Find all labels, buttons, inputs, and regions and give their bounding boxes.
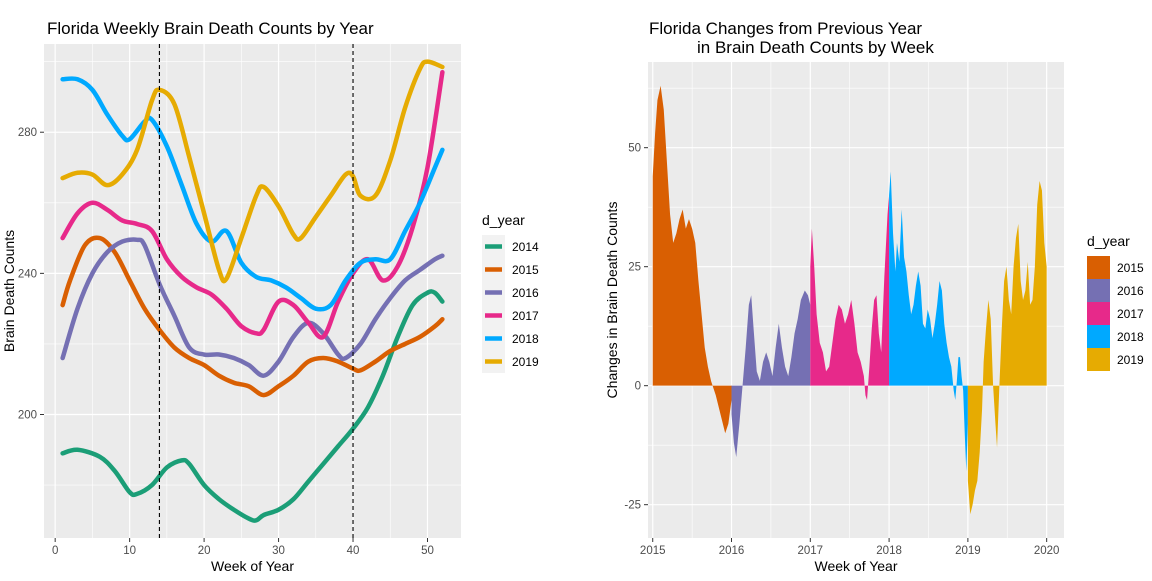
left-y-axis-ticks: 200 240 280 xyxy=(18,127,44,422)
y-tick-label: 280 xyxy=(18,127,37,139)
legend-item-2015: 2015 xyxy=(1087,256,1144,279)
x-tick-label: 10 xyxy=(123,545,136,557)
right-chart-title-line1: Florida Changes from Previous Year xyxy=(649,19,922,38)
y-tick-label: 200 xyxy=(18,410,37,422)
right-y-axis-ticks: -25 0 25 50 xyxy=(624,143,648,512)
x-tick-label: 2019 xyxy=(955,545,981,557)
legend-label-2018: 2018 xyxy=(512,332,539,346)
legend-item-2017: 2017 xyxy=(482,304,539,327)
right-y-axis-label: Changes in Brain Death Counts xyxy=(604,202,620,399)
legend-key-2018 xyxy=(1087,325,1110,348)
left-x-axis-label: Week of Year xyxy=(211,558,294,574)
series-line-2018 xyxy=(60,76,445,312)
series-line-2015 xyxy=(60,235,445,398)
y-tick-label: 25 xyxy=(628,262,641,274)
left-reference-lines xyxy=(158,44,354,538)
y-tick-label: 240 xyxy=(18,268,37,280)
left-y-axis-label: Brain Death Counts xyxy=(1,230,17,352)
y-tick-label: -25 xyxy=(624,500,641,512)
series-area-2016 xyxy=(731,290,811,458)
left-chart-title: Florida Weekly Brain Death Counts by Yea… xyxy=(47,19,374,38)
right-x-axis-ticks: 2015 2016 2017 2018 2019 2020 xyxy=(640,538,1060,557)
legend-key-2016 xyxy=(1087,279,1110,302)
legend-item-2017: 2017 xyxy=(1087,302,1144,325)
y-tick-label: 0 xyxy=(635,381,641,393)
x-tick-label: 2018 xyxy=(876,545,902,557)
right-chart-title-line2: in Brain Death Counts by Week xyxy=(697,38,934,57)
x-tick-label: 40 xyxy=(347,545,360,557)
legend-key-2015 xyxy=(1087,256,1110,279)
legend-key-2019 xyxy=(1087,348,1110,371)
series-line-2017 xyxy=(60,69,445,340)
legend-item-2018: 2018 xyxy=(1087,325,1144,348)
legend-key-2017 xyxy=(1087,302,1110,325)
legend-item-2018: 2018 xyxy=(482,327,539,350)
legend-label-2018: 2018 xyxy=(1117,330,1144,344)
legend-item-2016: 2016 xyxy=(1087,279,1144,302)
series-line-2014 xyxy=(60,289,445,523)
legend-title: d_year xyxy=(482,212,525,228)
left-legend: d_year 2014 2015 2016 2017 2018 2019 xyxy=(482,212,539,373)
legend-item-2015: 2015 xyxy=(482,258,539,281)
x-tick-label: 2020 xyxy=(1034,545,1060,557)
legend-label-2017: 2017 xyxy=(1117,307,1144,321)
series-line-2016 xyxy=(60,237,445,378)
legend-item-2019: 2019 xyxy=(1087,348,1144,371)
series-line-2019 xyxy=(60,59,445,284)
x-tick-label: 0 xyxy=(52,545,58,557)
legend-label-2016: 2016 xyxy=(512,286,539,300)
right-plot-panel xyxy=(648,62,1064,538)
legend-item-2019: 2019 xyxy=(482,350,539,373)
legend-item-2014: 2014 xyxy=(482,235,539,258)
x-tick-label: 2016 xyxy=(719,545,745,557)
left-series-lines xyxy=(60,59,445,523)
legend-label-2015: 2015 xyxy=(1117,261,1144,275)
series-area-2019 xyxy=(967,181,1047,515)
legend-label-2017: 2017 xyxy=(512,309,539,323)
left-x-axis-ticks: 0 10 20 30 40 50 xyxy=(52,538,434,557)
x-tick-label: 30 xyxy=(272,545,285,557)
right-series-areas xyxy=(652,85,1047,515)
series-area-2015 xyxy=(652,85,732,434)
y-tick-label: 50 xyxy=(628,143,641,155)
x-tick-label: 50 xyxy=(421,545,434,557)
yearly-change-chart: Florida Changes from Previous Year in Br… xyxy=(604,19,1144,574)
series-area-2018 xyxy=(889,171,968,472)
x-tick-label: 2015 xyxy=(640,545,666,557)
legend-label-2016: 2016 xyxy=(1117,284,1144,298)
x-tick-label: 2017 xyxy=(798,545,824,557)
legend-label-2019: 2019 xyxy=(1117,353,1144,367)
right-x-axis-label: Week of Year xyxy=(814,558,897,574)
right-legend: d_year 2015 2016 2017 2018 2019 xyxy=(1087,233,1144,371)
series-area-2017 xyxy=(810,195,890,400)
legend-label-2015: 2015 xyxy=(512,263,539,277)
legend-label-2014: 2014 xyxy=(512,240,539,254)
legend-label-2019: 2019 xyxy=(512,355,539,369)
x-tick-label: 20 xyxy=(198,545,211,557)
legend-title: d_year xyxy=(1087,233,1130,249)
legend-item-2016: 2016 xyxy=(482,281,539,304)
weekly-counts-chart: Florida Weekly Brain Death Counts by Yea… xyxy=(1,19,539,574)
